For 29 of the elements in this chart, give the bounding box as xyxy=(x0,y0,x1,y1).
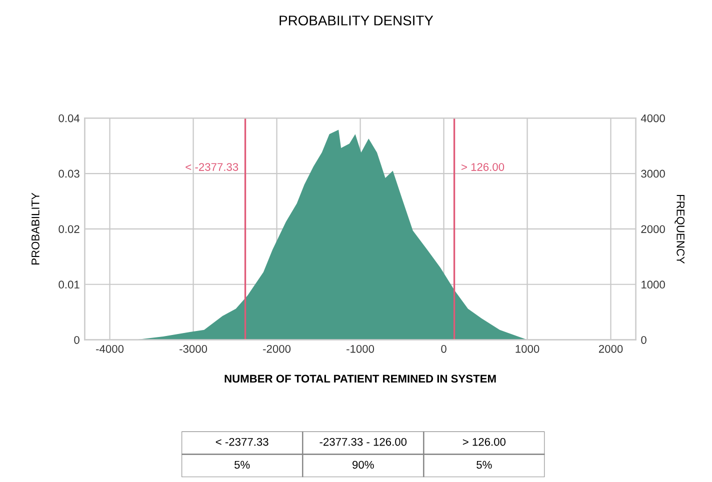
y-tick-label: 0.02 xyxy=(58,225,80,234)
x-tick-label: -4000 xyxy=(96,344,124,353)
x-tick-label: -3000 xyxy=(180,344,208,353)
x-axis-title: NUMBER OF TOTAL PATIENT REMINED IN SYSTEM xyxy=(224,374,496,383)
y-tick-label: 0 xyxy=(74,336,80,344)
text: > 126.00 xyxy=(462,438,506,446)
x-tick-label: -1000 xyxy=(346,344,374,353)
text: 5% xyxy=(234,460,250,469)
ref-line-label: < -2377.33 xyxy=(186,163,238,171)
y2-tick-label: 3000 xyxy=(641,170,665,178)
y2-axis-title: FREQUENCY xyxy=(674,194,685,264)
text: 90% xyxy=(352,460,374,469)
y-axis-title: PROBABILITY xyxy=(32,192,40,264)
y2-tick-label: 2000 xyxy=(641,225,665,234)
chart-title: PROBABILITY DENSITY xyxy=(280,16,434,26)
text: 5% xyxy=(476,460,492,469)
y2-tick-label: 0 xyxy=(641,336,646,344)
x-tick-label: -2000 xyxy=(263,344,291,353)
x-tick-label: 1000 xyxy=(516,344,540,353)
ref-line-label: > 126.00 xyxy=(462,163,504,171)
text: < -2377.33 xyxy=(216,438,268,446)
text: -2377.33 - 126.00 xyxy=(320,438,407,446)
y-tick-label: 0.01 xyxy=(58,280,80,289)
y-tick-label: 0.04 xyxy=(58,114,80,122)
y2-tick-label: 1000 xyxy=(642,280,665,289)
y-tick-label: 0.03 xyxy=(58,170,80,178)
x-tick-label: 0 xyxy=(441,344,446,353)
y2-tick-label: 4000 xyxy=(640,114,665,122)
x-tick-label: 2000 xyxy=(598,344,623,353)
